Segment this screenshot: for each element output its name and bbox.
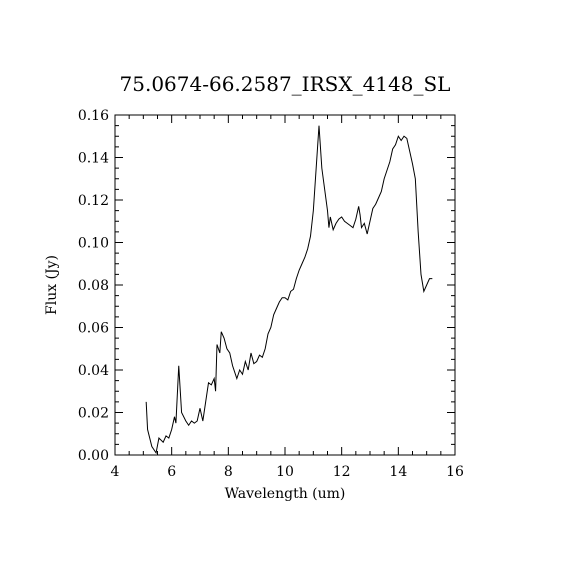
- x-tick-label: 16: [446, 464, 464, 480]
- y-tick-label: 0.00: [78, 448, 109, 464]
- x-tick-label: 8: [224, 464, 233, 480]
- y-tick-label: 0.16: [78, 108, 109, 124]
- y-tick-label: 0.06: [78, 321, 109, 337]
- y-tick-label: 0.10: [78, 236, 109, 252]
- y-tick-label: 0.14: [78, 151, 109, 167]
- y-axis-label: Flux (Jy): [44, 255, 60, 315]
- x-axis-label: Wavelength (um): [225, 486, 346, 502]
- x-tick-label: 12: [333, 464, 351, 480]
- x-tick-label: 10: [276, 464, 294, 480]
- chart-title: 75.0674-66.2587_IRSX_4148_SL: [120, 72, 451, 96]
- y-tick-label: 0.08: [78, 278, 109, 294]
- y-tick-label: 0.12: [78, 193, 109, 209]
- x-tick-label: 14: [389, 464, 407, 480]
- y-tick-label: 0.02: [78, 406, 109, 422]
- y-tick-label: 0.04: [78, 363, 109, 379]
- x-tick-label: 4: [111, 464, 120, 480]
- x-tick-label: 6: [167, 464, 176, 480]
- spectrum-line: [145, 125, 433, 455]
